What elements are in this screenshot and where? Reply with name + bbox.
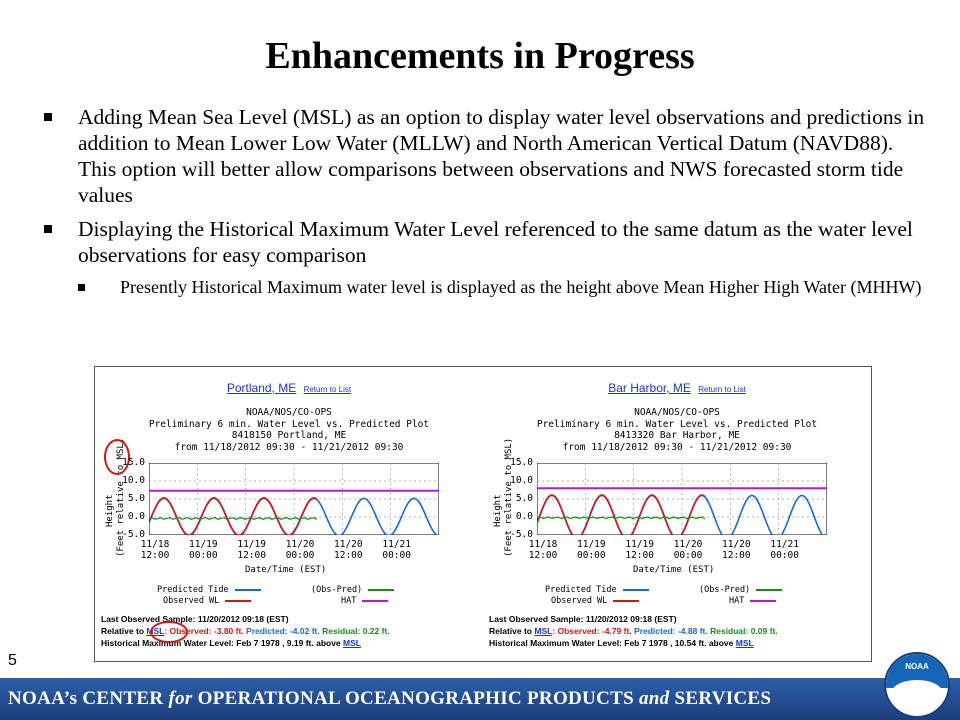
bullet-list: Adding Mean Sea Level (MSL) as an option… [44,104,934,299]
info-last-sample: Last Observed Sample: 11/20/2012 09:18 (… [101,614,289,624]
info-relative: Relative to MSL: Observed: -3.80 ft. Pre… [101,626,390,636]
y-tick-label: 5.0 [515,493,533,504]
y-tick-label: 10.0 [510,475,533,486]
station-panel-portland: Portland, ME Return to List NOAA/NOS/CO-… [95,367,483,661]
header-line: from 11/18/2012 09:30 - 11/21/2012 09:30 [562,441,792,453]
bullet-square-icon [44,113,52,121]
bullet-historical-max: Displaying the Historical Maximum Water … [44,216,934,268]
subbullet-square-icon [78,284,85,291]
info-relative: Relative to MSL: Observed: -4.79 ft. Pre… [489,626,778,636]
logo-text: NOAA [905,662,929,671]
observed-wl-series [537,494,706,535]
datum-link[interactable]: MSL [735,638,754,648]
header-line: Preliminary 6 min. Water Level vs. Predi… [148,418,430,430]
header-line: 8418150 Portland, ME [231,430,347,441]
x-tick-label: 11/20 00:00 [673,539,703,561]
x-tick-label: 11/19 00:00 [577,539,606,561]
station-title: Bar Harbor, ME Return to List [483,381,871,395]
bullet-text: Displaying the Historical Maximum Water … [78,217,913,267]
bullet-msl: Adding Mean Sea Level (MSL) as an option… [44,104,934,208]
legend-observed: Observed WL [551,596,640,606]
tide-chart-bar-harbor [537,463,827,535]
info-last-sample: Last Observed Sample: 11/20/2012 09:18 (… [489,614,677,624]
legend-hat: HAT [729,596,777,606]
y-tick-label: 15.0 [122,457,145,468]
subbullet-text: Presently Historical Maximum water level… [120,277,922,297]
bullet-square-icon [44,225,52,233]
x-tick-label: 11/21 00:00 [770,539,799,561]
screenshot-frame: Portland, ME Return to List NOAA/NOS/CO-… [94,366,872,662]
footer-bar: NOAA’s CENTER for OPERATIONAL OCEANOGRAP… [0,678,960,720]
station-panel-bar-harbor: Bar Harbor, ME Return to List NOAA/NOS/C… [483,367,871,661]
tide-chart-portland [149,463,439,535]
x-tick-label: 11/18 12:00 [528,539,558,561]
y-tick-label: 0.0 [127,511,145,522]
msl-highlight-circle [150,621,188,643]
y-tick-label: -5.0 [122,529,145,540]
x-tick-label: 11/20 12:00 [722,539,751,561]
header-line: NOAA/NOS/CO-OPS [634,407,720,418]
legend-obs-pred: (Obs-Pred) [311,585,395,595]
y-tick-label: 5.0 [127,493,145,504]
x-tick-label: 11/19 12:00 [625,539,654,561]
y-tick-label: -5.0 [510,529,533,540]
plot-header: NOAA/NOS/CO-OPS Preliminary 6 min. Water… [483,407,871,453]
return-to-list-link[interactable]: Return to List [698,385,746,394]
info-hist-max: Historical Maximum Water Level: Feb 7 19… [101,638,361,648]
x-tick-label: 11/18 12:00 [140,539,170,561]
subbullet-mhhw: Presently Historical Maximum water level… [78,276,934,299]
header-line: 8413320 Bar Harbor, ME [614,430,740,441]
x-tick-label: 11/21 00:00 [382,539,411,561]
legend-observed: Observed WL [163,596,252,606]
footer-text: NOAA’s CENTER for OPERATIONAL OCEANOGRAP… [8,688,772,709]
return-to-list-link[interactable]: Return to List [303,385,352,394]
x-axis-label: Date/Time (EST) [245,565,327,575]
datum-link[interactable]: MSL [343,638,361,648]
y-tick-label: 0.0 [515,511,533,522]
legend-obs-pred: (Obs-Pred) [699,585,783,595]
x-tick-label: 11/20 00:00 [285,539,315,561]
x-axis-label: Date/Time (EST) [633,565,715,575]
legend-predicted: Predicted Tide [157,585,261,595]
slide-number: 5 [8,652,17,669]
x-tick-label: 11/19 12:00 [237,539,266,561]
x-tick-label: 11/20 12:00 [334,539,363,561]
header-line: from 11/18/2012 09:30 - 11/21/2012 09:30 [174,441,404,453]
station-link[interactable]: Bar Harbor, ME [608,381,691,395]
legend-hat: HAT [341,596,389,606]
station-title: Portland, ME Return to List [95,381,483,395]
slide-title: Enhancements in Progress [265,35,695,77]
obs-pred-series [537,516,706,520]
y-tick-label: 10.0 [122,475,145,486]
legend-predicted: Predicted Tide [545,585,649,595]
station-link[interactable]: Portland, ME [226,381,297,395]
x-tick-label: 11/19 00:00 [189,539,218,561]
plot-header: NOAA/NOS/CO-OPS Preliminary 6 min. Water… [95,407,483,453]
noaa-logo-icon: NOAA [884,652,950,718]
bullet-text: Adding Mean Sea Level (MSL) as an option… [78,105,925,207]
header-line: NOAA/NOS/CO-OPS [246,407,332,418]
datum-link[interactable]: MSL [534,626,553,636]
info-hist-max: Historical Maximum Water Level: Feb 7 19… [489,638,754,648]
obs-pred-series [149,517,318,520]
msl-highlight-circle [104,439,130,475]
header-line: Preliminary 6 min. Water Level vs. Predi… [536,418,818,430]
y-tick-label: 15.0 [510,457,533,468]
